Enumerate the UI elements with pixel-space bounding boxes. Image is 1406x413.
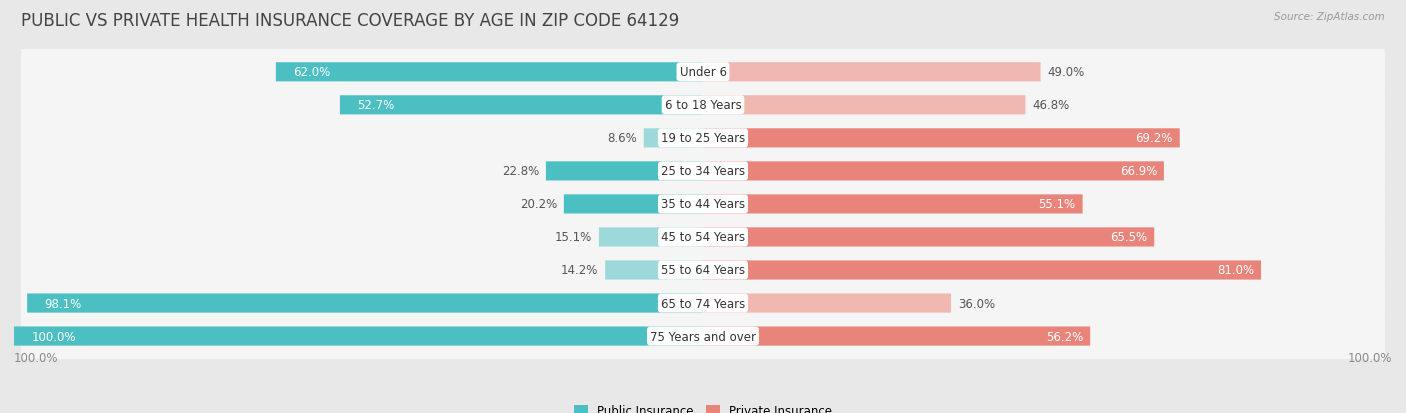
Text: 56.2%: 56.2% [1046,330,1083,343]
Text: 45 to 54 Years: 45 to 54 Years [661,231,745,244]
FancyBboxPatch shape [599,228,703,247]
FancyBboxPatch shape [21,209,1385,266]
FancyBboxPatch shape [27,294,703,313]
Text: 81.0%: 81.0% [1218,264,1254,277]
Text: 15.1%: 15.1% [555,231,592,244]
FancyBboxPatch shape [644,129,703,148]
Text: 19 to 25 Years: 19 to 25 Years [661,132,745,145]
FancyBboxPatch shape [703,294,950,313]
FancyBboxPatch shape [276,63,703,82]
FancyBboxPatch shape [703,195,1083,214]
Text: 55 to 64 Years: 55 to 64 Years [661,264,745,277]
Text: 25 to 34 Years: 25 to 34 Years [661,165,745,178]
FancyBboxPatch shape [703,327,1090,346]
Text: 20.2%: 20.2% [520,198,557,211]
FancyBboxPatch shape [703,261,1261,280]
FancyBboxPatch shape [546,162,703,181]
FancyBboxPatch shape [605,261,703,280]
FancyBboxPatch shape [21,44,1385,101]
Text: 65.5%: 65.5% [1111,231,1147,244]
FancyBboxPatch shape [21,242,1385,299]
FancyBboxPatch shape [703,129,1180,148]
FancyBboxPatch shape [21,275,1385,332]
Text: 6 to 18 Years: 6 to 18 Years [665,99,741,112]
Text: 8.6%: 8.6% [607,132,637,145]
FancyBboxPatch shape [21,308,1385,365]
Text: 55.1%: 55.1% [1039,198,1076,211]
Text: 100.0%: 100.0% [1347,351,1392,364]
FancyBboxPatch shape [703,63,1040,82]
FancyBboxPatch shape [564,195,703,214]
FancyBboxPatch shape [21,176,1385,233]
Text: 75 Years and over: 75 Years and over [650,330,756,343]
Text: 14.2%: 14.2% [561,264,599,277]
Text: 62.0%: 62.0% [292,66,330,79]
FancyBboxPatch shape [21,143,1385,200]
Text: 35 to 44 Years: 35 to 44 Years [661,198,745,211]
Text: 52.7%: 52.7% [357,99,395,112]
Text: 100.0%: 100.0% [14,351,59,364]
FancyBboxPatch shape [340,96,703,115]
Text: 65 to 74 Years: 65 to 74 Years [661,297,745,310]
FancyBboxPatch shape [703,228,1154,247]
Text: 98.1%: 98.1% [45,297,82,310]
Legend: Public Insurance, Private Insurance: Public Insurance, Private Insurance [569,399,837,413]
Text: Source: ZipAtlas.com: Source: ZipAtlas.com [1274,12,1385,22]
Text: 36.0%: 36.0% [957,297,995,310]
Text: 100.0%: 100.0% [31,330,76,343]
Text: 69.2%: 69.2% [1136,132,1173,145]
FancyBboxPatch shape [21,77,1385,134]
FancyBboxPatch shape [21,110,1385,167]
FancyBboxPatch shape [703,162,1164,181]
Text: PUBLIC VS PRIVATE HEALTH INSURANCE COVERAGE BY AGE IN ZIP CODE 64129: PUBLIC VS PRIVATE HEALTH INSURANCE COVER… [21,12,679,30]
Text: 46.8%: 46.8% [1032,99,1070,112]
Text: 49.0%: 49.0% [1047,66,1084,79]
Text: Under 6: Under 6 [679,66,727,79]
Text: 66.9%: 66.9% [1119,165,1157,178]
FancyBboxPatch shape [14,327,703,346]
Text: 22.8%: 22.8% [502,165,538,178]
FancyBboxPatch shape [703,96,1025,115]
